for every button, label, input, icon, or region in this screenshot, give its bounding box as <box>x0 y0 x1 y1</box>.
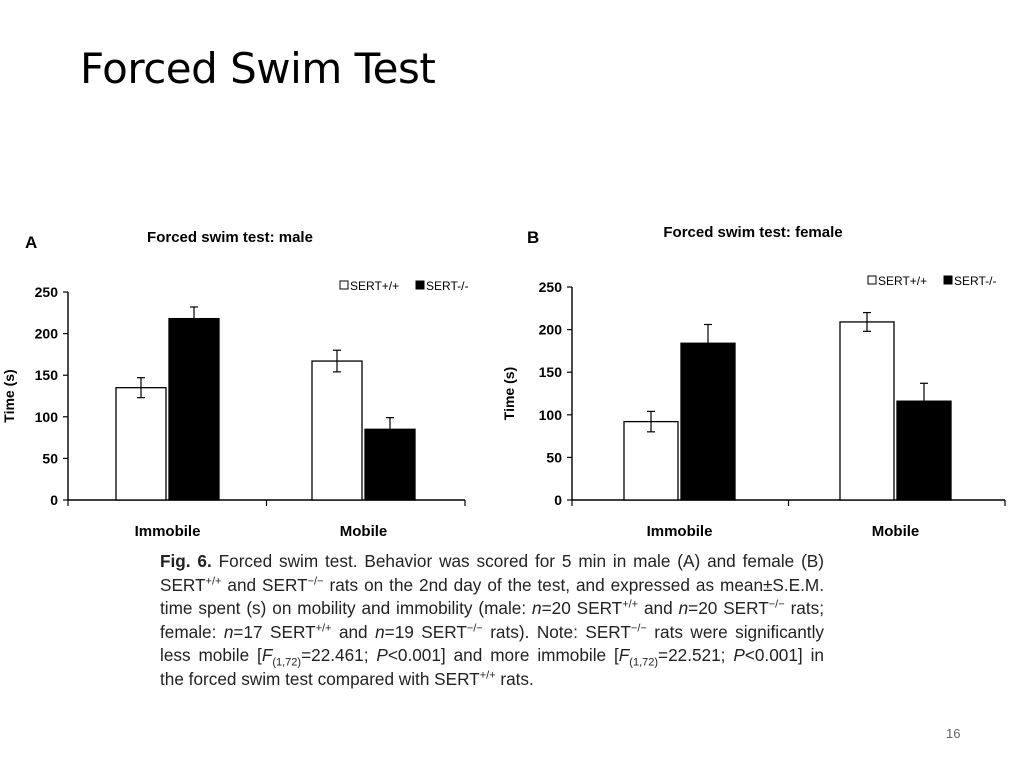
legend-swatch <box>415 280 425 290</box>
caption-text: =17 SERT <box>233 621 316 642</box>
chart-b-svg: B Forced swim test: female Time (s) 0 50 100 1… <box>501 224 1006 540</box>
caption-sup: +/+ <box>479 668 496 681</box>
caption-sup: −/− <box>768 598 785 611</box>
caption-sub: (1,72) <box>629 656 659 669</box>
caption-italic: n <box>532 598 542 618</box>
y-tick-label: 150 <box>539 364 563 380</box>
caption-italic: P <box>733 645 745 665</box>
caption-text: rats on the 2nd day of the test, and exp… <box>160 574 825 619</box>
y-tick-label: 200 <box>35 326 59 342</box>
y-tick-label: 50 <box>42 450 58 466</box>
bar <box>680 342 736 501</box>
caption-italic: n <box>678 598 689 618</box>
caption-text: =19 SERT <box>384 621 467 642</box>
figure-caption: Fig. 6. Forced swim test. Behavior was s… <box>160 550 824 691</box>
category-label: Mobile <box>872 523 920 540</box>
caption-italic: P <box>376 645 388 665</box>
bar <box>896 400 952 501</box>
caption-sup: −/− <box>466 621 483 634</box>
legend-label: SERT-/- <box>426 279 468 293</box>
y-tick-label: 0 <box>554 492 562 508</box>
y-tick-label: 200 <box>539 322 563 338</box>
caption-italic: F <box>261 645 273 665</box>
caption-sup: +/+ <box>315 621 332 634</box>
caption-text: rats; female: <box>160 598 824 642</box>
caption-sup: −/− <box>307 574 324 587</box>
caption-text: and <box>331 621 376 642</box>
bar <box>311 360 363 501</box>
y-tick-label: 250 <box>35 284 59 300</box>
caption-italic: n <box>375 621 385 642</box>
legend-swatch <box>339 280 349 290</box>
caption-label: Fig. 6. <box>160 551 212 571</box>
caption-text: and <box>638 598 679 618</box>
y-axis-label: Time (s) <box>1 369 17 422</box>
category-label: Immobile <box>135 523 201 540</box>
y-tick-label: 100 <box>35 409 59 425</box>
chart-title: Forced swim test: male <box>147 229 313 246</box>
panel-letter: A <box>25 233 37 252</box>
chart-panel-a: A Forced swim test: male Time (s) 0 50 100 150… <box>0 210 500 550</box>
bar <box>839 321 895 501</box>
caption-text: rats. <box>495 668 534 689</box>
legend-label: SERT+/+ <box>350 279 399 293</box>
caption-text: Forced swim test. Behavior was scored fo… <box>160 551 824 595</box>
panel-letter: B <box>527 228 539 247</box>
caption-text: <0.001] in the forced swim test compared… <box>160 645 824 689</box>
caption-text: =22.521; <box>658 645 734 665</box>
bar <box>364 428 416 501</box>
chart-panel-b: B Forced swim test: female Time (s) 0 50 100 1… <box>500 210 1024 550</box>
y-tick-label: 50 <box>546 449 562 465</box>
bar <box>623 420 679 501</box>
caption-sup: +/+ <box>622 598 639 611</box>
caption-text: <0.001] and more immobile [ <box>387 645 619 665</box>
caption-text: rats). Note: SERT <box>482 621 631 642</box>
legend-label: SERT-/- <box>954 274 996 288</box>
page-number: 16 <box>946 726 961 741</box>
legend-swatch <box>867 275 877 285</box>
bar <box>168 317 220 501</box>
bar <box>115 387 167 501</box>
legend-swatch <box>943 275 953 285</box>
caption-text: and SERT <box>221 574 308 595</box>
caption-italic: n <box>223 621 234 642</box>
chart-a-svg: A Forced swim test: male Time (s) 0 50 100 150… <box>1 229 468 540</box>
chart-title: Forced swim test: female <box>663 224 842 241</box>
caption-text: rats were significantly less mobile [ <box>160 621 824 666</box>
caption-text: =22.461; <box>301 645 377 665</box>
caption-text: =20 SERT <box>688 598 769 618</box>
y-tick-label: 100 <box>539 407 563 423</box>
caption-sup: +/+ <box>205 574 222 587</box>
y-tick-label: 250 <box>539 279 563 295</box>
y-tick-label: 0 <box>50 492 58 508</box>
category-label: Immobile <box>647 523 713 540</box>
slide-title: Forced Swim Test <box>80 44 436 93</box>
category-label: Mobile <box>340 523 388 540</box>
caption-sub: (1,72) <box>272 656 302 669</box>
y-tick-label: 150 <box>35 367 59 383</box>
legend-label: SERT+/+ <box>878 274 927 288</box>
caption-italic: F <box>618 645 630 665</box>
y-axis-label: Time (s) <box>501 367 517 420</box>
caption-text: =20 SERT <box>541 598 623 618</box>
caption-sup: −/− <box>630 621 647 634</box>
